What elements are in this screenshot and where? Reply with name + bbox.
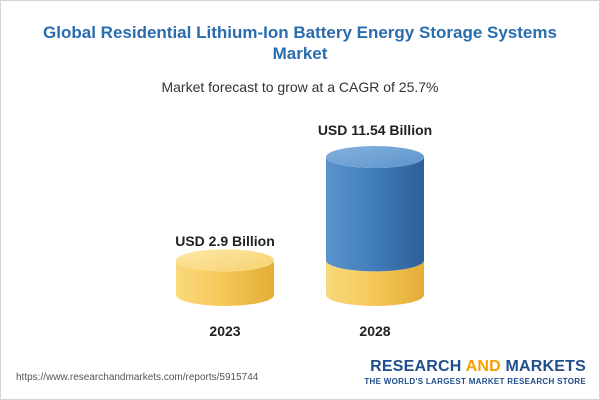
bar-2023-base-segment: [176, 260, 274, 306]
category-label-2023: 2023: [209, 323, 240, 339]
bar-2028-base-segment: [326, 260, 424, 306]
bar-2028-top: [326, 146, 424, 168]
value-label-2023: USD 2.9 Billion: [175, 233, 275, 249]
logo-part-and: AND: [465, 358, 501, 375]
logo-part-research: RESEARCH: [370, 358, 466, 375]
bar-2023-top: [176, 249, 274, 272]
category-label-2028: 2028: [359, 323, 390, 339]
value-label-2028: USD 11.54 Billion: [318, 122, 432, 138]
chart-subtitle: Market forecast to grow at a CAGR of 25.…: [161, 79, 439, 95]
source-url[interactable]: https://www.researchandmarkets.com/repor…: [16, 372, 259, 383]
chart-title: Global Residential Lithium-Ion Battery E…: [43, 23, 557, 63]
bar-2028-growth-segment: [326, 157, 424, 272]
logo-wordmark: RESEARCH AND MARKETS: [364, 358, 586, 376]
logo-tagline: THE WORLD'S LARGEST MARKET RESEARCH STOR…: [364, 377, 586, 386]
logo-part-markets: MARKETS: [500, 358, 586, 375]
research-and-markets-logo: RESEARCH AND MARKETS THE WORLD'S LARGEST…: [364, 358, 586, 387]
